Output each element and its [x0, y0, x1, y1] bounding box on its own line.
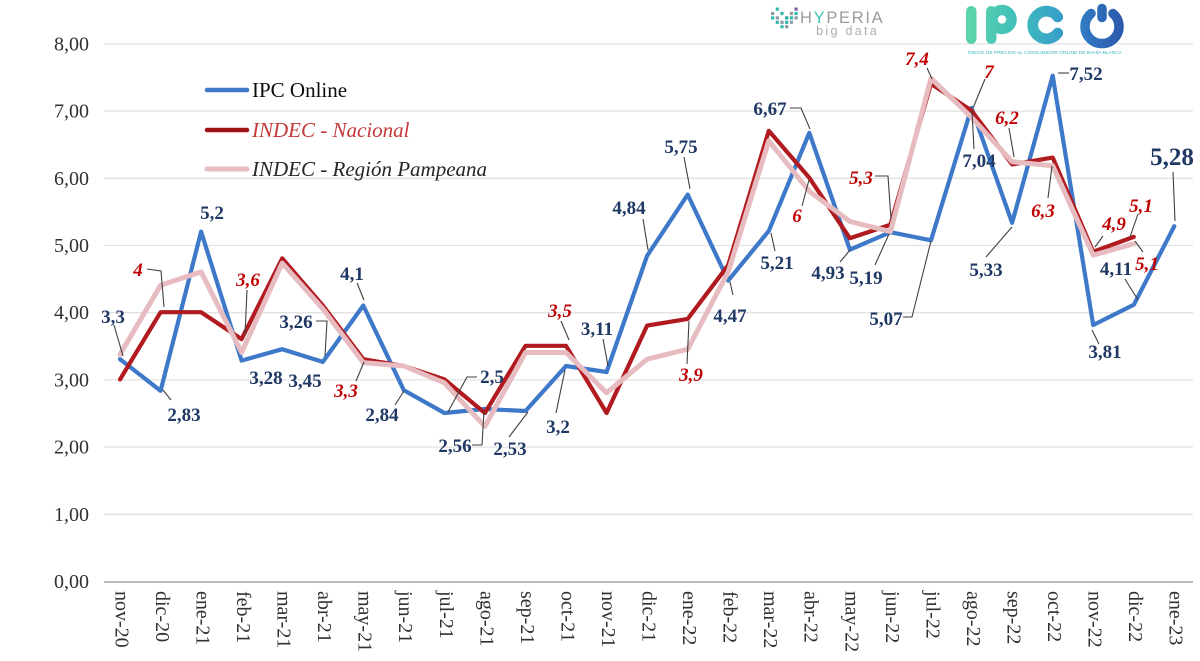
svg-text:nov-22: nov-22 [1084, 591, 1106, 648]
svg-text:dic-20: dic-20 [151, 591, 173, 642]
svg-text:6,67: 6,67 [753, 99, 787, 120]
svg-text:feb-21: feb-21 [232, 591, 254, 643]
svg-text:3,3: 3,3 [333, 381, 358, 402]
svg-text:5,1: 5,1 [1135, 254, 1159, 275]
svg-text:5,21: 5,21 [760, 253, 793, 274]
svg-text:7,04: 7,04 [962, 151, 996, 172]
svg-text:nov-20: nov-20 [110, 591, 132, 648]
svg-text:dic-22: dic-22 [1124, 591, 1146, 642]
svg-text:1,00: 1,00 [54, 504, 89, 526]
svg-text:ÍNDICE DE PRECIOS AL CONSUMIDO: ÍNDICE DE PRECIOS AL CONSUMIDOR ONLINE D… [968, 50, 1122, 55]
svg-text:ago-22: ago-22 [962, 591, 984, 647]
svg-text:4,9: 4,9 [1101, 214, 1126, 235]
svg-text:3,81: 3,81 [1088, 342, 1121, 363]
svg-text:mar-21: mar-21 [273, 591, 295, 648]
svg-text:IPC Online: IPC Online [252, 78, 347, 102]
svg-text:jul-21: jul-21 [435, 590, 457, 639]
svg-text:ene-21: ene-21 [192, 591, 214, 645]
svg-text:oct-21: oct-21 [556, 591, 578, 642]
svg-text:INDEC - Nacional: INDEC - Nacional [251, 118, 410, 142]
svg-text:abr-21: abr-21 [313, 591, 335, 643]
svg-text:2,00: 2,00 [54, 437, 89, 459]
svg-text:sep-21: sep-21 [516, 591, 538, 644]
svg-text:2,5: 2,5 [480, 367, 504, 388]
svg-text:ago-21: ago-21 [475, 591, 497, 647]
svg-text:6,3: 6,3 [1031, 201, 1055, 222]
svg-text:5,3: 5,3 [849, 168, 873, 189]
svg-text:big data: big data [816, 24, 879, 38]
svg-text:7,00: 7,00 [54, 101, 89, 123]
svg-text:4,11: 4,11 [1100, 259, 1132, 280]
svg-text:mar-22: mar-22 [759, 591, 781, 648]
svg-text:3,6: 3,6 [235, 270, 260, 291]
svg-text:may-22: may-22 [840, 591, 862, 652]
svg-text:4,1: 4,1 [340, 264, 364, 285]
svg-text:5,07: 5,07 [869, 309, 903, 330]
svg-text:jul-22: jul-22 [921, 590, 943, 639]
svg-text:5,1: 5,1 [1129, 196, 1153, 217]
svg-text:5,28: 5,28 [1150, 144, 1194, 171]
svg-text:jun-22: jun-22 [881, 590, 903, 643]
svg-text:3,9: 3,9 [678, 365, 703, 386]
svg-text:3,2: 3,2 [546, 417, 570, 438]
svg-text:3,5: 3,5 [547, 301, 572, 322]
svg-text:2,83: 2,83 [167, 405, 200, 426]
svg-text:8,00: 8,00 [54, 33, 89, 55]
svg-text:3,45: 3,45 [288, 371, 321, 392]
svg-text:5,19: 5,19 [849, 268, 882, 289]
svg-text:0,00: 0,00 [54, 571, 89, 593]
svg-text:7,52: 7,52 [1069, 64, 1102, 85]
svg-text:4: 4 [132, 260, 143, 281]
svg-text:INDEC - Región Pampeana: INDEC - Región Pampeana [251, 157, 487, 181]
svg-text:feb-22: feb-22 [719, 591, 741, 643]
svg-text:3,28: 3,28 [249, 368, 282, 389]
svg-text:4,00: 4,00 [54, 302, 89, 324]
svg-text:4,84: 4,84 [612, 198, 646, 219]
svg-text:3,00: 3,00 [54, 369, 89, 391]
svg-text:6,00: 6,00 [54, 168, 89, 190]
svg-text:5,33: 5,33 [969, 260, 1002, 281]
svg-text:2,84: 2,84 [365, 405, 399, 426]
svg-text:nov-21: nov-21 [597, 591, 619, 648]
svg-text:ene-22: ene-22 [678, 591, 700, 645]
svg-text:3,3: 3,3 [101, 307, 125, 328]
svg-text:6: 6 [792, 206, 802, 227]
svg-text:sep-22: sep-22 [1003, 591, 1025, 644]
svg-text:ene-23: ene-23 [1165, 591, 1187, 645]
svg-text:5,00: 5,00 [54, 235, 89, 257]
svg-text:5,2: 5,2 [200, 203, 224, 224]
svg-text:3,26: 3,26 [279, 312, 312, 333]
svg-text:4,93: 4,93 [811, 263, 844, 284]
svg-text:7: 7 [984, 62, 995, 83]
svg-text:may-21: may-21 [354, 591, 376, 652]
svg-text:abr-22: abr-22 [800, 591, 822, 643]
svg-text:dic-21: dic-21 [638, 591, 660, 642]
svg-text:oct-22: oct-22 [1043, 591, 1065, 642]
svg-text:2,53: 2,53 [493, 439, 526, 460]
svg-text:2,56: 2,56 [438, 436, 471, 457]
svg-text:6,2: 6,2 [995, 108, 1019, 129]
svg-text:jun-21: jun-21 [394, 590, 416, 643]
svg-text:7,4: 7,4 [905, 49, 929, 70]
svg-text:5,75: 5,75 [664, 137, 697, 158]
svg-text:4,47: 4,47 [713, 306, 747, 327]
svg-text:3,11: 3,11 [581, 319, 613, 340]
svg-text:HYPERIA: HYPERIA [800, 9, 884, 27]
